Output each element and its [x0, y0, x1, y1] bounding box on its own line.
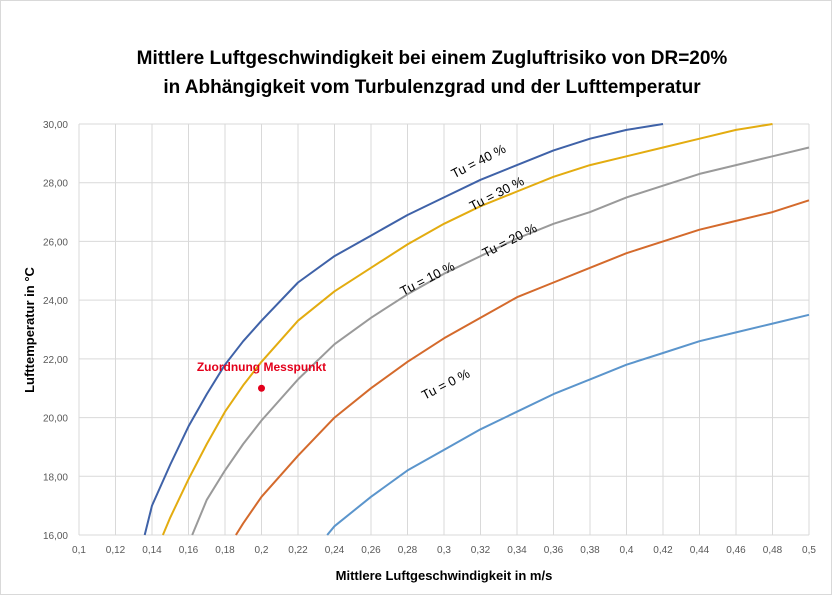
y-tick-label: 28,00	[43, 179, 68, 190]
x-tick-label: 0,3	[437, 545, 451, 556]
x-tick-label: 0,26	[361, 545, 381, 556]
series-line-tu-0	[143, 123, 664, 536]
y-tick-label: 20,00	[43, 414, 68, 425]
x-tick-label: 0,4	[620, 545, 634, 556]
y-tick-label: 26,00	[43, 237, 68, 248]
x-tick-label: 0,22	[288, 545, 308, 556]
series-line-tu-2	[191, 146, 810, 536]
x-tick-label: 0,32	[471, 545, 491, 556]
x-tick-label: 0,14	[142, 545, 162, 556]
x-tick-label: 0,24	[325, 545, 345, 556]
series-line-tu-3	[235, 199, 810, 536]
series-line-tu-4	[326, 313, 810, 536]
series-label: Tu = 30 %	[467, 173, 527, 213]
series-label: Tu = 20 %	[480, 220, 540, 260]
measurement-point-marker	[258, 384, 265, 392]
y-tick-label: 18,00	[43, 472, 68, 483]
series-line-tu-1	[161, 123, 773, 536]
x-tick-label: 0,48	[763, 545, 783, 556]
x-tick-label: 0,12	[106, 545, 126, 556]
y-tick-label: 24,00	[43, 296, 68, 307]
x-tick-label: 0,5	[802, 545, 816, 556]
x-tick-label: 0,2	[255, 545, 269, 556]
x-tick-label: 0,42	[653, 545, 673, 556]
y-tick-label: 22,00	[43, 355, 68, 366]
x-tick-label: 0,16	[179, 545, 199, 556]
x-axis-label: Mittlere Luftgeschwindigkeit in m/s	[336, 568, 553, 583]
series-label: Tu = 40 %	[449, 141, 509, 181]
x-tick-label: 0,1	[72, 545, 86, 556]
x-tick-label: 0,34	[507, 545, 527, 556]
measurement-point-label: Zuordnung Messpunkt	[197, 360, 326, 374]
x-tick-label: 0,28	[398, 545, 418, 556]
x-tick-label: 0,46	[726, 545, 746, 556]
chart-title-line-1: Mittlere Luftgeschwindigkeit bei einem Z…	[137, 48, 728, 69]
x-tick-label: 0,38	[580, 545, 600, 556]
series-label: Tu = 0 %	[419, 366, 472, 403]
x-tick-label: 0,36	[544, 545, 564, 556]
x-tick-label: 0,18	[215, 545, 235, 556]
y-tick-label: 30,00	[43, 120, 68, 131]
series-label: Tu = 10 %	[398, 258, 458, 298]
chart-title-line-2: in Abhängigkeit vom Turbulenzgrad und de…	[163, 77, 701, 98]
y-tick-label: 16,00	[43, 531, 68, 542]
x-tick-label: 0,44	[690, 545, 710, 556]
y-axis-label: Lufttemperatur in °C	[22, 266, 37, 392]
